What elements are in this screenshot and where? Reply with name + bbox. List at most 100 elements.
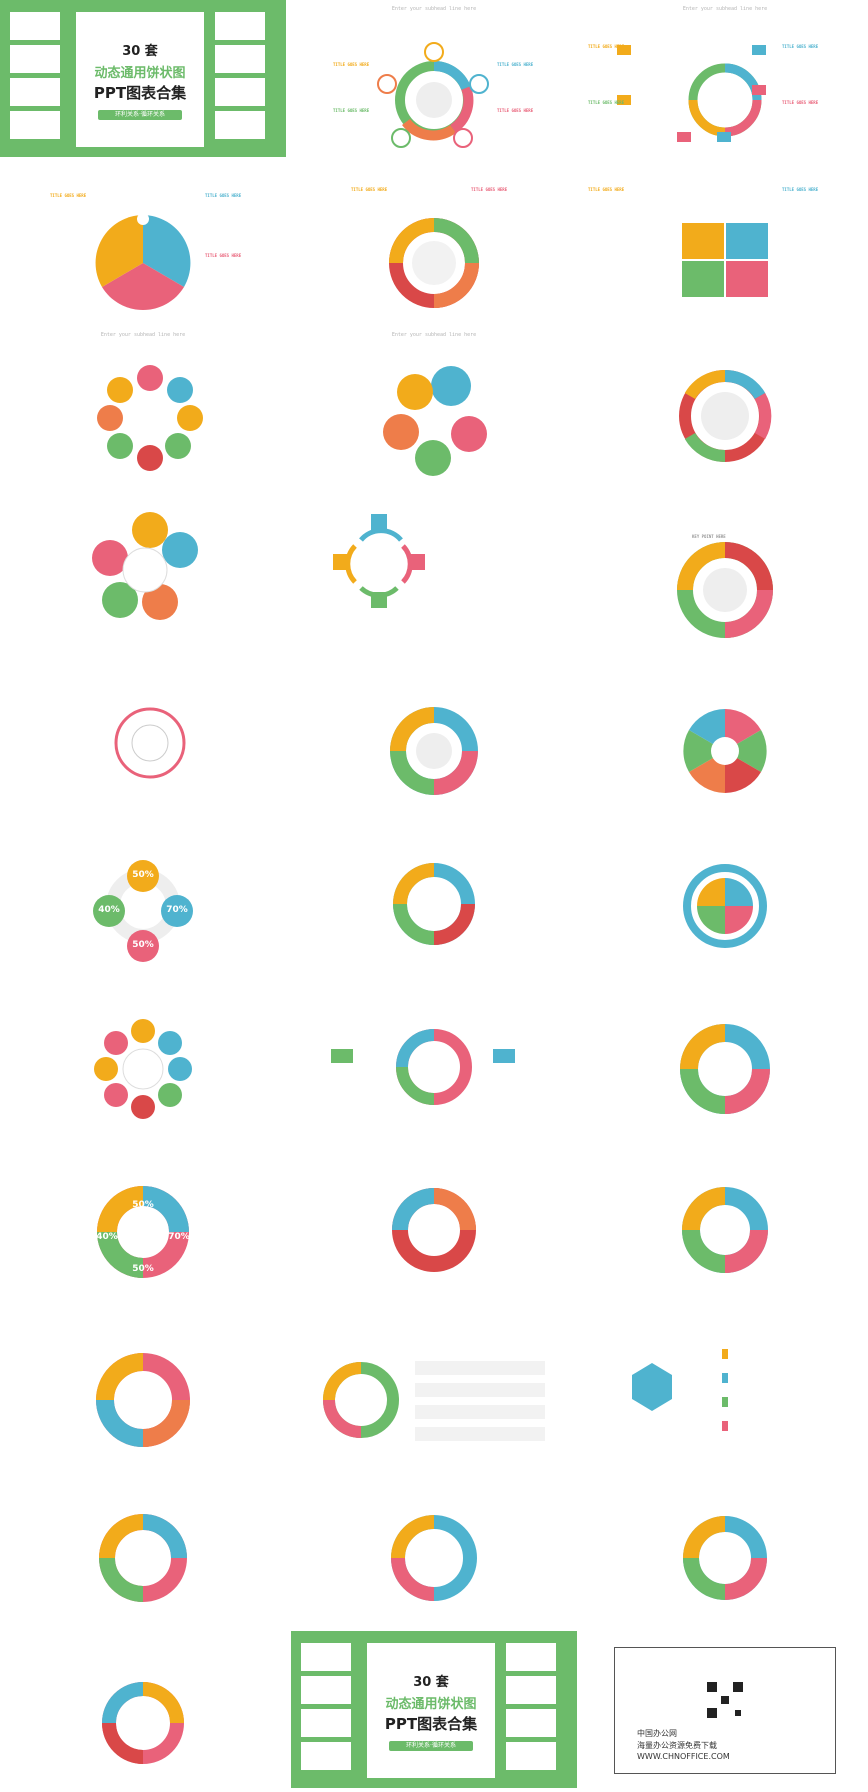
- puzzle-diagram: [331, 1029, 515, 1105]
- cover-title-en: PPT图表合集: [93, 84, 187, 102]
- percent-label: 50%: [132, 940, 154, 950]
- thumbnail: [10, 111, 60, 139]
- percent-label: 50%: [132, 1200, 154, 1210]
- slide-ring-6b: [0, 1631, 286, 1788]
- slide-ring-5: Enter your subhead line here TITLE GOES …: [291, 0, 577, 157]
- thumbnail: [215, 78, 265, 106]
- ring-diagram: [390, 707, 478, 795]
- slide-gear-ring: [291, 653, 577, 810]
- thumbnail: [215, 111, 265, 139]
- slide-quad-circle: [582, 816, 868, 973]
- percent-label: 50%: [132, 870, 154, 880]
- slide-gear-center: [0, 1305, 286, 1462]
- item-title: TITLE GOES HERE: [588, 44, 625, 49]
- ring-diagram: [389, 218, 479, 308]
- item-title: TITLE GOES HERE: [333, 108, 370, 113]
- percent-label: 70%: [168, 1232, 190, 1242]
- slide-flower: Enter your subhead line here: [0, 326, 286, 483]
- dot-ring-diagram: [114, 707, 186, 779]
- thumbnail: [10, 78, 60, 106]
- item-title: TITLE GOES HERE: [50, 193, 87, 198]
- slide-subtitle: Enter your subhead line here: [100, 332, 186, 338]
- thumbnail: [301, 1742, 351, 1770]
- ring-diagram: [99, 1514, 187, 1602]
- percent-label: 40%: [98, 905, 120, 915]
- petal-diagram: [92, 512, 198, 620]
- pie-diagram: [95, 213, 191, 311]
- segment-diagram: [392, 1188, 476, 1272]
- thumbnail: [10, 12, 60, 40]
- item-title: TITLE GOES HERE: [471, 187, 508, 192]
- slide-pie-6: [582, 653, 868, 810]
- percent-label: 40%: [96, 1232, 118, 1242]
- thumbnail: [301, 1709, 351, 1737]
- slide-dot-ring: [0, 653, 286, 810]
- slide-ring-segments: TITLE GOES HERE TITLE GOES HERE: [291, 163, 577, 320]
- cover-button: 环利关系·循环关系: [98, 110, 182, 120]
- ring-diagram: [677, 542, 773, 638]
- slide-petal-8: [0, 979, 286, 1136]
- slide-hexagon: [582, 1305, 868, 1462]
- qr-code-icon: [705, 1680, 745, 1720]
- ring-diagram: [683, 1516, 767, 1600]
- ring-diagram: [102, 1682, 184, 1764]
- item-title: TITLE GOES HERE: [588, 100, 625, 105]
- blob-diagram: [680, 1024, 770, 1114]
- thumbnail: [506, 1676, 556, 1704]
- quad-circle-diagram: [683, 864, 767, 948]
- ring-diagram: [377, 42, 489, 148]
- cover-title-cn: 动态通用饼状图: [94, 66, 186, 81]
- cover-count: 30 套: [413, 1675, 449, 1690]
- thumbnail: [301, 1676, 351, 1704]
- item-title: TITLE GOES HERE: [782, 187, 819, 192]
- brand-line-2: 海量办公资源免费下载: [637, 1741, 717, 1750]
- quad-diagram: [682, 223, 768, 297]
- brand-card: 中国办公网 海量办公资源免费下载 WWW.CHNOFFICE.COM: [614, 1647, 836, 1774]
- hexagon-diagram: [632, 1349, 728, 1431]
- slide-subtitle: Enter your subhead line here: [391, 6, 477, 12]
- slide-ring-4d: [582, 1468, 868, 1625]
- slide-list-ring: [291, 1305, 577, 1462]
- s-curve-diagram: [682, 1187, 768, 1273]
- slide-swirl: Enter your subhead line here: [291, 326, 577, 483]
- slide-puzzle: [291, 979, 577, 1136]
- slide-ring-4b: [0, 1468, 286, 1625]
- slide-donut-4: [291, 816, 577, 973]
- cover-button: 环利关系·循环关系: [389, 1741, 473, 1751]
- gear-diagram: [96, 1353, 190, 1447]
- slide-ring-6: [582, 326, 868, 483]
- slide-blob-4: [582, 979, 868, 1136]
- item-title: TITLE GOES HERE: [205, 253, 242, 258]
- ring-diagram: [391, 1515, 477, 1601]
- cover-paper: 30 套 动态通用饼状图 PPT图表合集 环利关系·循环关系: [76, 12, 204, 147]
- slide-pie-3: TITLE GOES HERE TITLE GOES HERE TITLE GO…: [0, 163, 286, 320]
- slide-quad-blocks: TITLE GOES HERE TITLE GOES HERE: [582, 163, 868, 320]
- item-title: TITLE GOES HERE: [782, 100, 819, 105]
- percent-label: 70%: [166, 905, 188, 915]
- cover-slide-bottom: 30 套 动态通用饼状图 PPT图表合集 环利关系·循环关系: [291, 1631, 577, 1788]
- slide-segments-12: [291, 1142, 577, 1299]
- cover-title-en: PPT图表合集: [384, 1715, 478, 1733]
- thumbnail: [506, 1742, 556, 1770]
- brand-line-3: WWW.CHNOFFICE.COM: [637, 1752, 730, 1761]
- item-title: TITLE GOES HERE: [782, 44, 819, 49]
- item-title: TITLE GOES HERE: [588, 187, 625, 192]
- brand-line-1: 中国办公网: [637, 1729, 677, 1738]
- item-title: TITLE GOES HERE: [205, 193, 242, 198]
- item-title: TITLE GOES HERE: [497, 62, 534, 67]
- ring-diagram: [617, 45, 766, 142]
- slide-subtitle: Enter your subhead line here: [391, 332, 477, 338]
- arrows-diagram: [333, 514, 425, 608]
- petal-diagram: [94, 1019, 192, 1119]
- percent-diagram: [93, 860, 193, 962]
- slide-key-point: KEY POINT HERE: [582, 490, 868, 647]
- key-point-label: KEY POINT HERE: [692, 534, 726, 539]
- thumbnail: [506, 1709, 556, 1737]
- slide-subtitle: Enter your subhead line here: [682, 6, 768, 12]
- percent-donut-diagram: [97, 1186, 189, 1278]
- slide-percent-circles: 50% 40% 70% 50%: [0, 816, 286, 973]
- item-title: TITLE GOES HERE: [333, 62, 370, 67]
- flower-diagram: [97, 365, 203, 471]
- percent-label: 50%: [132, 1264, 154, 1274]
- thumbnail: [215, 45, 265, 73]
